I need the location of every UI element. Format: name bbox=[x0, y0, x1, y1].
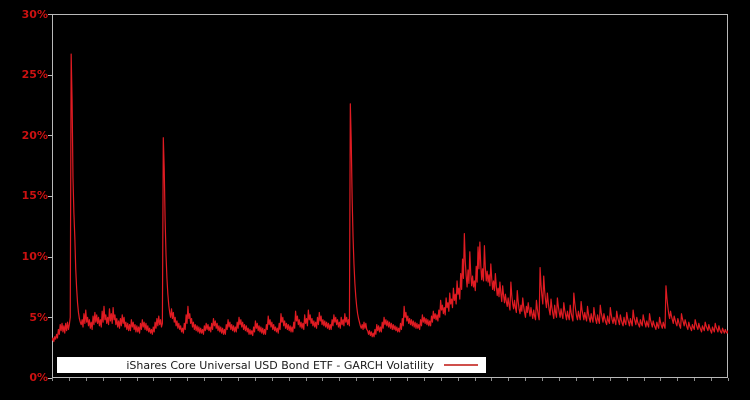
x-tick-mark bbox=[626, 378, 628, 381]
x-tick-mark bbox=[491, 378, 493, 381]
x-tick-mark bbox=[85, 378, 87, 381]
x-tick-mark bbox=[711, 378, 713, 381]
y-tick-label-5: 5% bbox=[29, 311, 48, 324]
x-tick-mark bbox=[542, 378, 544, 381]
legend-line-sample bbox=[444, 364, 478, 366]
y-tick-label-20: 20% bbox=[21, 129, 48, 142]
x-tick-mark bbox=[271, 378, 273, 381]
x-tick-mark bbox=[136, 378, 138, 381]
y-tick-mark bbox=[48, 196, 52, 197]
plot-area bbox=[52, 14, 728, 378]
legend-label: iShares Core Universal USD Bond ETF - GA… bbox=[126, 358, 434, 372]
x-tick-mark bbox=[339, 378, 341, 381]
x-tick-mark bbox=[677, 378, 679, 381]
x-tick-mark bbox=[423, 378, 425, 381]
x-tick-mark bbox=[221, 378, 222, 381]
x-tick-mark bbox=[373, 378, 375, 381]
x-tick-mark bbox=[288, 378, 290, 381]
y-tick-label-15: 15% bbox=[21, 189, 48, 202]
x-tick-mark bbox=[440, 378, 442, 381]
x-tick-mark bbox=[204, 378, 206, 381]
legend: iShares Core Universal USD Bond ETF - GA… bbox=[57, 357, 486, 373]
y-tick-mark bbox=[48, 317, 52, 318]
x-tick-mark bbox=[187, 378, 189, 381]
y-tick-mark bbox=[48, 14, 52, 15]
x-tick-mark bbox=[68, 378, 70, 381]
x-tick-mark bbox=[153, 378, 155, 381]
x-tick-mark bbox=[609, 378, 611, 381]
x-tick-mark bbox=[119, 378, 121, 381]
x-tick-mark bbox=[508, 378, 510, 381]
x-tick-mark bbox=[474, 378, 476, 381]
x-tick-mark bbox=[322, 378, 324, 381]
x-tick-mark bbox=[254, 378, 256, 381]
x-tick-mark bbox=[559, 378, 560, 381]
y-tick-mark bbox=[48, 378, 52, 379]
x-tick-mark bbox=[643, 378, 645, 381]
y-tick-label-30: 30% bbox=[21, 8, 48, 21]
x-tick-mark bbox=[728, 378, 729, 381]
volatility-series-svg bbox=[52, 53, 728, 343]
garch-volatility-line bbox=[52, 53, 728, 343]
y-tick-mark bbox=[48, 75, 52, 76]
x-tick-mark bbox=[170, 378, 172, 381]
x-tick-mark bbox=[592, 378, 594, 381]
x-tick-mark bbox=[406, 378, 408, 381]
y-tick-mark bbox=[48, 135, 52, 136]
x-tick-mark bbox=[525, 378, 527, 381]
x-tick-mark bbox=[305, 378, 307, 381]
x-tick-mark bbox=[237, 378, 239, 381]
y-tick-label-25: 25% bbox=[21, 68, 48, 81]
y-tick-mark bbox=[48, 257, 52, 258]
y-tick-label-0: 0% bbox=[29, 371, 48, 384]
x-tick-mark bbox=[52, 378, 53, 381]
x-tick-mark bbox=[390, 378, 391, 381]
y-tick-label-10: 10% bbox=[21, 250, 48, 263]
x-tick-mark bbox=[457, 378, 459, 381]
x-tick-mark bbox=[102, 378, 104, 381]
x-tick-mark bbox=[356, 378, 358, 381]
x-tick-mark bbox=[660, 378, 662, 381]
x-tick-mark bbox=[575, 378, 577, 381]
x-tick-mark bbox=[694, 378, 696, 381]
